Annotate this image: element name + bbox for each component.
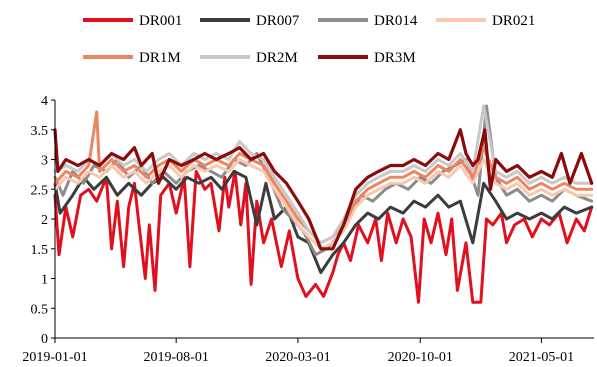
series-line-dr007: [53, 169, 594, 275]
y-tick-label: 3: [41, 154, 48, 169]
axes-layer: 0 0.5 1 1.5 2 2.5 3 3.5 4 2019-01-01 2019-08-01 202…: [22, 94, 594, 365]
x-tick-label: 2021-05-01: [509, 350, 574, 365]
legend-item-dr001: DR001: [83, 13, 182, 29]
y-tick-label: 2.5: [31, 183, 49, 198]
y-tick-label: 0: [41, 332, 48, 347]
x-tick-label: 2019-01-01: [22, 350, 87, 365]
y-tick-label: 0.5: [31, 302, 49, 317]
series-line-dr014: [53, 104, 594, 257]
legend-item-dr1m: DR1M: [83, 50, 181, 66]
legend: DR001 DR007 DR014 DR021 DR1M DR2M DR3M: [83, 13, 535, 66]
legend-label: DR021: [492, 13, 535, 29]
legend-label: DR3M: [374, 50, 416, 66]
series-line-dr2m: [53, 104, 594, 245]
plot-area: 0 0.5 1 1.5 2 2.5 3 3.5 4 2019-01-01 2019-08-01 202…: [22, 94, 594, 365]
legend-label: DR001: [139, 13, 182, 29]
series-layer: [53, 104, 594, 304]
x-tick-label: 2020-03-01: [265, 350, 330, 365]
x-tick-label: 2020-10-01: [388, 350, 453, 365]
y-tick-label: 1: [41, 273, 48, 288]
legend-item-dr3m: DR3M: [318, 50, 416, 66]
y-tick-label: 3.5: [31, 124, 49, 139]
legend-item-dr021: DR021: [436, 13, 535, 29]
x-tick-label: 2019-08-01: [144, 350, 209, 365]
series-line-dr001: [53, 169, 594, 304]
legend-label: DR007: [256, 13, 300, 29]
y-tick-label: 1.5: [31, 243, 49, 258]
legend-item-dr007: DR007: [200, 13, 300, 29]
legend-label: DR014: [374, 13, 418, 29]
legend-label: DR1M: [139, 50, 181, 66]
legend-item-dr014: DR014: [318, 13, 418, 29]
y-tick-label: 2: [41, 213, 48, 228]
series-line-dr3m: [53, 128, 594, 251]
series-line-dr1m: [53, 110, 594, 245]
y-tick-label: 4: [41, 94, 48, 109]
legend-label: DR2M: [256, 50, 298, 66]
legend-item-dr2m: DR2M: [200, 50, 298, 66]
